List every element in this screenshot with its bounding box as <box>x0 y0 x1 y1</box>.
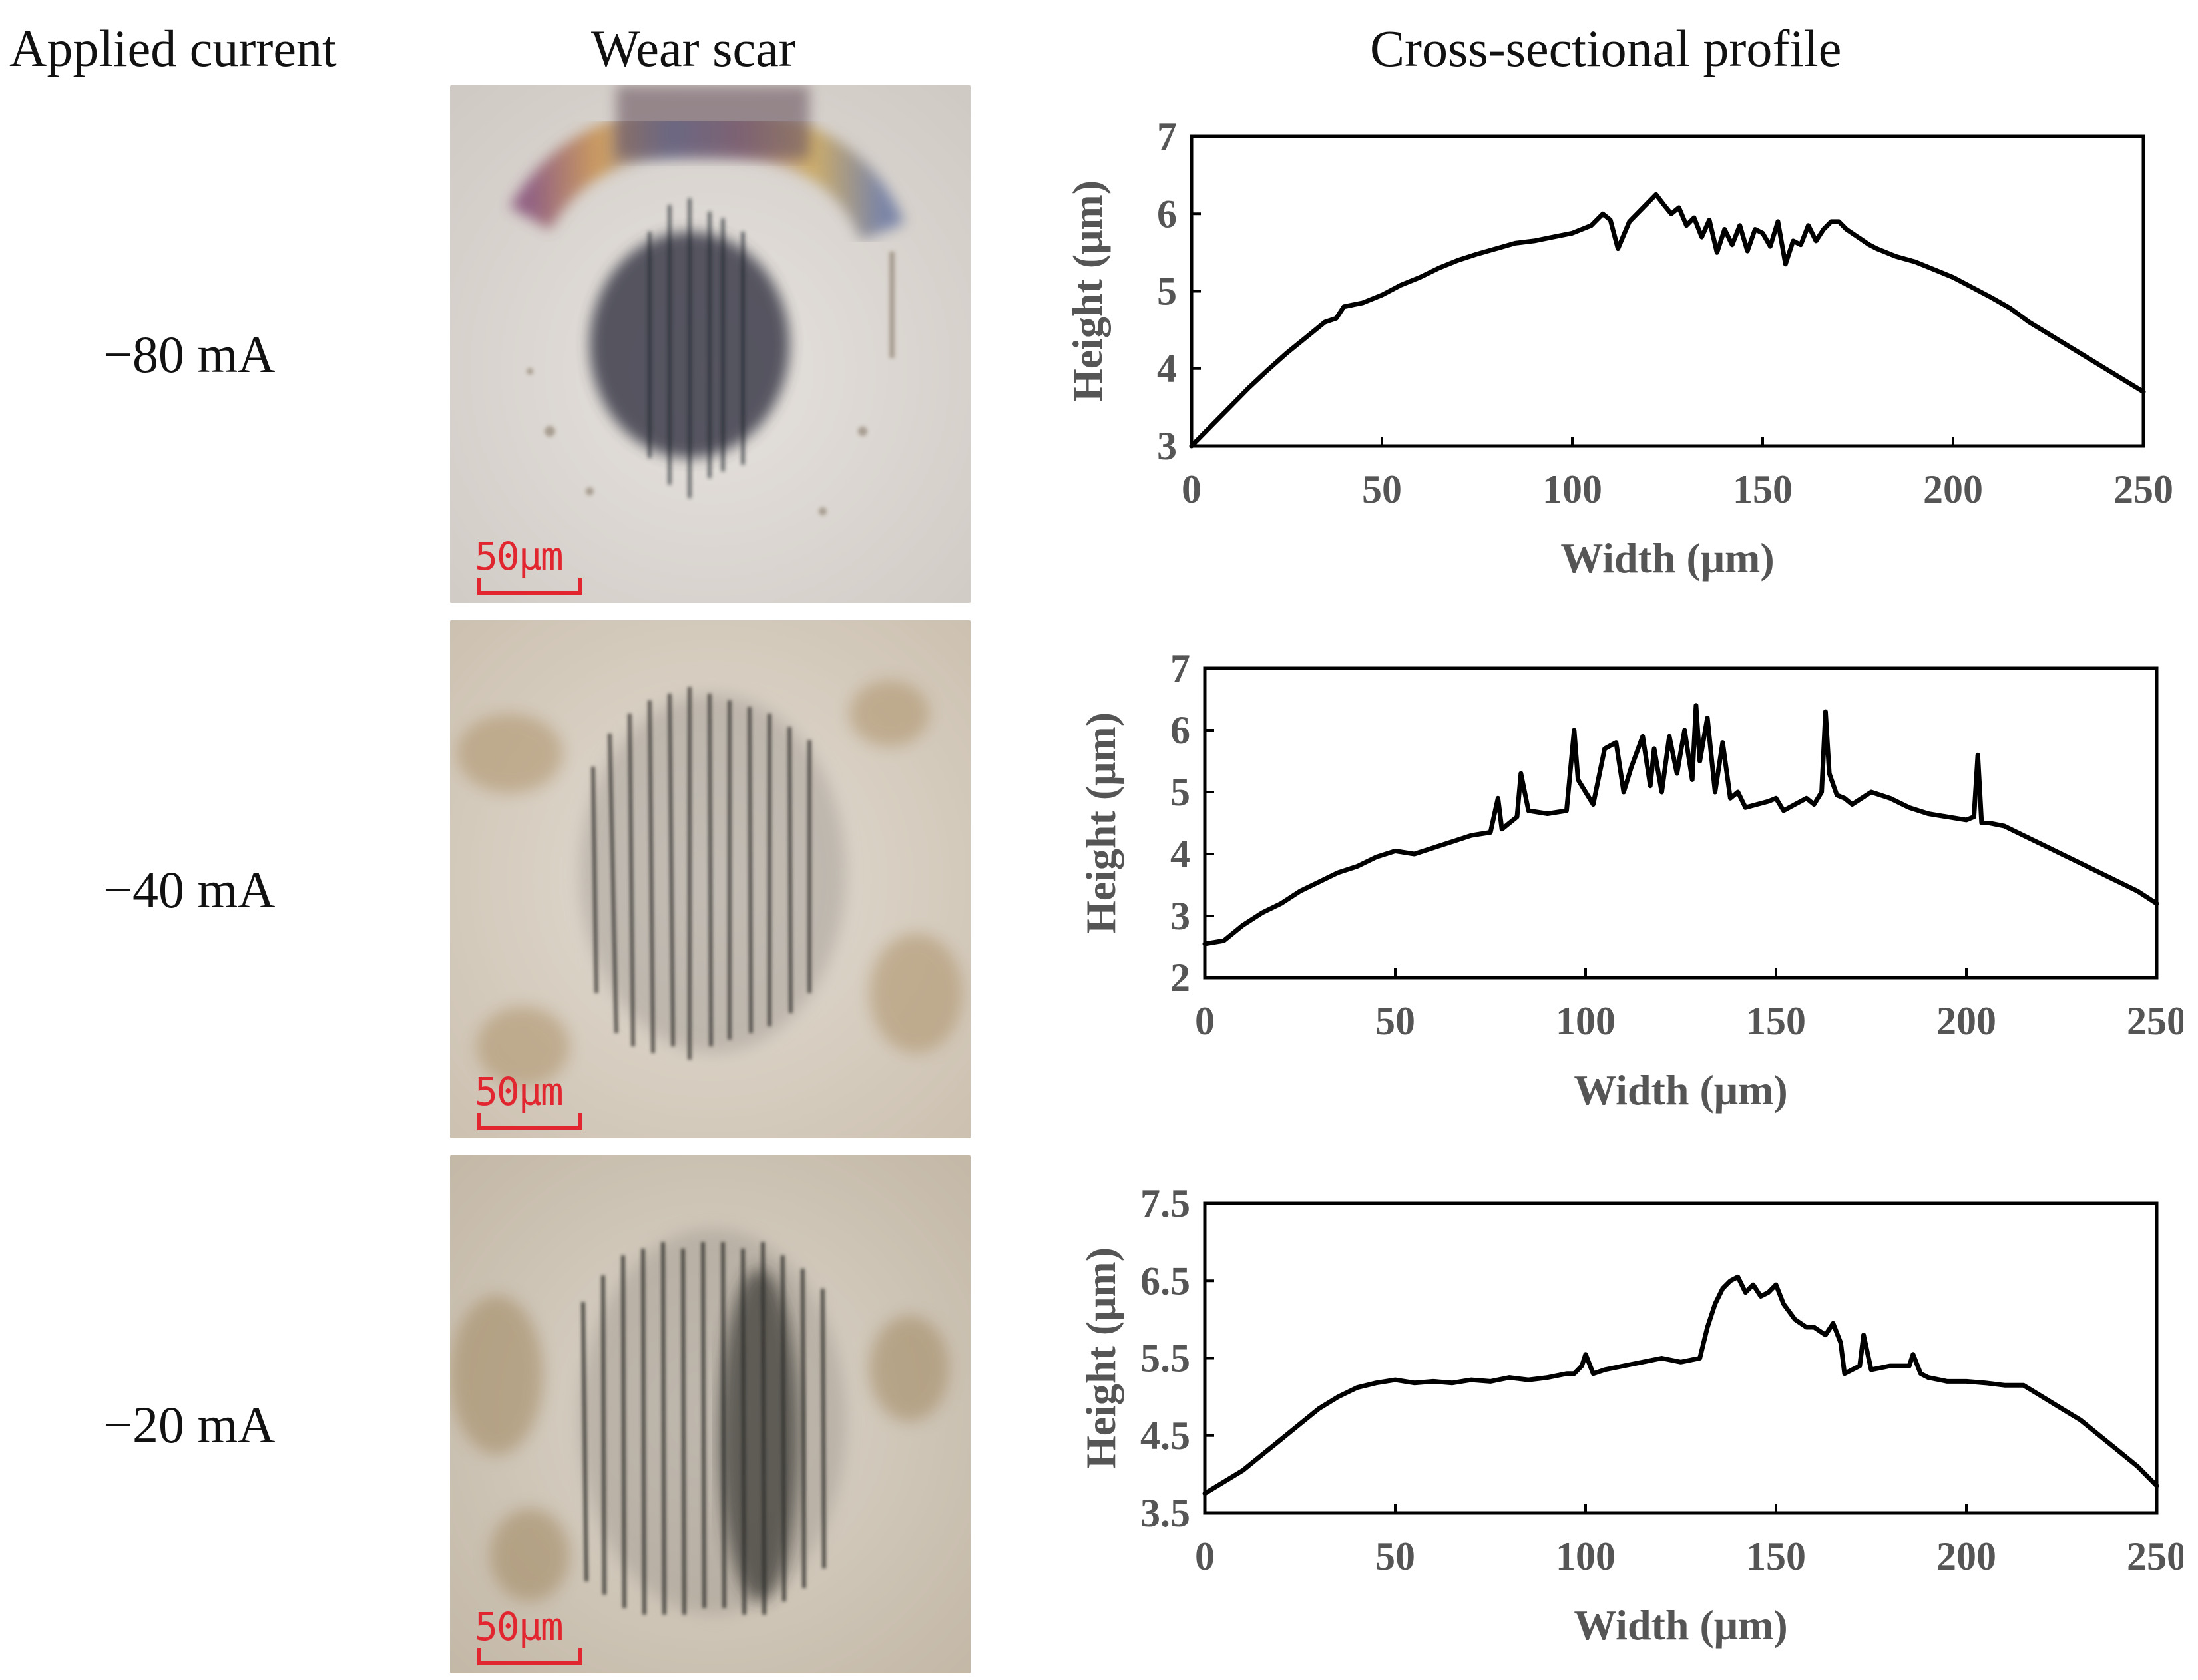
current-label-row-3: −20 mA <box>103 1396 276 1454</box>
y-tick-label: 7.5 <box>1140 1181 1190 1225</box>
x-tick-label: 100 <box>1556 999 1616 1043</box>
y-tick-label: 7 <box>1157 114 1177 158</box>
x-axis-label: Width (μm) <box>1560 534 1774 582</box>
y-axis-label: Height (μm) <box>1064 180 1111 402</box>
plot-frame <box>1203 666 2159 980</box>
x-axis-label: Width (μm) <box>1574 1066 1787 1114</box>
plot-frame <box>1190 134 2145 448</box>
x-tick-label: 150 <box>1746 999 1806 1043</box>
header-wear-scar: Wear scar <box>591 19 796 77</box>
profile-chart-row-1: 0 50 100 150 200 250 3 4 5 6 7 Width (μm) Height (μm… <box>1064 114 2173 582</box>
profile-line <box>1202 1274 2159 1496</box>
y-tick-label: 4.5 <box>1140 1414 1190 1458</box>
x-tick-label: 50 <box>1375 1534 1415 1578</box>
scale-bar-row-2: 50μm <box>475 1069 582 1130</box>
profile-chart-row-2: 0 50 100 150 200 250 2 3 4 5 6 7 Width (μm) Height (μ… <box>1077 646 2183 1114</box>
scale-bar-row-3: 50μm <box>475 1604 582 1665</box>
y-tick-label: 6.5 <box>1140 1259 1190 1303</box>
header-applied-current: Applied current <box>9 19 337 77</box>
y-tick-label: 4 <box>1157 347 1177 391</box>
y-axis-label: Height (μm) <box>1077 1247 1124 1469</box>
x-tick-label: 50 <box>1375 999 1415 1043</box>
x-tick-label: 50 <box>1362 467 1402 511</box>
x-tick-label: 0 <box>1195 999 1215 1043</box>
scale-bar-row-1: 50μm <box>475 534 582 595</box>
x-tick-label: 250 <box>2113 467 2173 511</box>
profile-line <box>1189 192 2146 449</box>
scar-region-2 <box>580 694 846 1053</box>
y-tick-label: 5.5 <box>1140 1337 1190 1380</box>
y-tick-label: 3 <box>1157 424 1177 468</box>
x-tick-label: 200 <box>1936 1534 1996 1578</box>
x-tick-label: 200 <box>1923 467 1983 511</box>
profile-line <box>1202 703 2159 946</box>
wear-scar-image-row-3: 50μm <box>450 1155 971 1673</box>
x-tick-label: 150 <box>1746 1534 1806 1578</box>
x-tick-label: 100 <box>1542 467 1602 511</box>
wear-scar-image-row-1: 50μm <box>450 85 971 603</box>
scale-label: 50μm <box>475 534 564 579</box>
x-tick-label: 250 <box>2127 999 2183 1043</box>
y-tick-label: 3.5 <box>1140 1491 1190 1535</box>
header-profile: Cross-sectional profile <box>1370 19 1842 77</box>
x-tick-label: 250 <box>2127 1534 2183 1578</box>
x-tick-label: 150 <box>1733 467 1793 511</box>
y-tick-label: 6 <box>1157 192 1177 236</box>
plot-frame <box>1203 1201 2159 1515</box>
y-tick-label: 6 <box>1170 708 1190 752</box>
scale-label: 50μm <box>475 1069 564 1114</box>
current-label-row-2: −40 mA <box>103 861 276 919</box>
y-tick-label: 5 <box>1157 270 1177 314</box>
y-tick-label: 4 <box>1170 832 1190 876</box>
y-tick-label: 2 <box>1170 956 1190 1000</box>
wear-scar-image-row-2: 50μm <box>450 620 971 1138</box>
x-tick-label: 200 <box>1936 999 1996 1043</box>
y-axis-label: Height (μm) <box>1077 712 1124 934</box>
current-label-row-1: −80 mA <box>103 325 276 383</box>
scale-label: 50μm <box>475 1604 564 1649</box>
y-tick-label: 3 <box>1170 894 1190 938</box>
x-tick-label: 100 <box>1556 1534 1616 1578</box>
x-axis-label: Width (μm) <box>1574 1601 1787 1649</box>
y-tick-label: 7 <box>1170 646 1190 690</box>
y-tick-label: 5 <box>1170 770 1190 814</box>
x-tick-label: 0 <box>1195 1534 1215 1578</box>
x-tick-label: 0 <box>1182 467 1202 511</box>
scar-region-3 <box>580 1229 846 1615</box>
profile-chart-row-3: 0 50 100 150 200 250 3.5 4.5 5.5 6.5 7.5 Width (μm)… <box>1077 1181 2183 1649</box>
